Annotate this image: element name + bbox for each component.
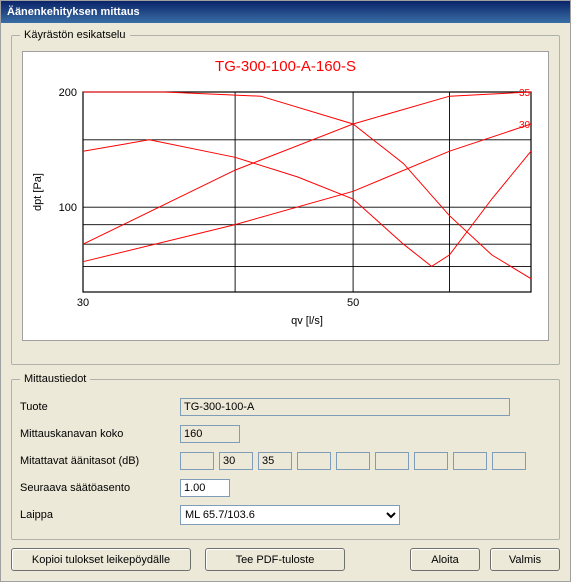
sound-level-box-5 — [375, 452, 409, 470]
groupbox-measurements-legend: Mittaustiedot — [20, 373, 90, 385]
copy-results-button[interactable]: Kopioi tulokset leikepöydälle — [11, 548, 191, 571]
row-next-position: Seuraava säätöasento — [20, 477, 551, 499]
label-flange: Laippa — [20, 509, 180, 521]
input-next-position[interactable] — [180, 479, 230, 497]
svg-text:dpt [Pa]: dpt [Pa] — [32, 173, 44, 211]
label-sound-levels: Mitattavat äänitasot (dB) — [20, 455, 180, 467]
row-duct-size: Mittauskanavan koko — [20, 423, 551, 445]
chart-area: TG-300-100-A-160-S 1002003050qv [l/s]dpt… — [22, 51, 549, 341]
sound-level-box-6 — [414, 452, 448, 470]
dialog-window: Äänenkehityksen mittaus Käyrästön esikat… — [0, 0, 571, 582]
sound-level-boxes — [180, 452, 531, 470]
sound-level-box-2 — [258, 452, 292, 470]
sound-level-box-4 — [336, 452, 370, 470]
window-title: Äänenkehityksen mittaus — [7, 6, 140, 18]
input-duct-size — [180, 425, 240, 443]
groupbox-measurements: Mittaustiedot Tuote Mittauskanavan koko … — [11, 373, 560, 540]
groupbox-preview: Käyrästön esikatselu TG-300-100-A-160-S … — [11, 29, 560, 365]
label-product: Tuote — [20, 401, 180, 413]
label-duct-size: Mittauskanavan koko — [20, 428, 180, 440]
svg-text:200: 200 — [59, 87, 77, 99]
input-product — [180, 398, 510, 416]
svg-text:30: 30 — [519, 120, 531, 131]
select-flange[interactable]: ML 65.7/103.6 — [180, 505, 400, 525]
content-area: Käyrästön esikatselu TG-300-100-A-160-S … — [1, 23, 570, 581]
label-next-position: Seuraava säätöasento — [20, 482, 180, 494]
row-product: Tuote — [20, 396, 551, 418]
pdf-button[interactable]: Tee PDF-tuloste — [205, 548, 345, 571]
row-sound-levels: Mitattavat äänitasot (dB) — [20, 450, 551, 472]
sound-level-box-7 — [453, 452, 487, 470]
row-flange: Laippa ML 65.7/103.6 — [20, 504, 551, 526]
svg-text:30: 30 — [77, 297, 89, 309]
sound-level-box-1 — [219, 452, 253, 470]
chart-svg: 100 200 30 50 qv [l/s] dpt [Pa] 35 30 — [23, 52, 551, 338]
sound-level-box-0 — [180, 452, 214, 470]
done-button[interactable]: Valmis — [490, 548, 560, 571]
svg-text:35: 35 — [519, 88, 531, 99]
sound-level-box-3 — [297, 452, 331, 470]
svg-text:50: 50 — [347, 297, 359, 309]
start-button[interactable]: Aloita — [410, 548, 480, 571]
titlebar: Äänenkehityksen mittaus — [1, 1, 570, 23]
svg-text:qv [l/s]: qv [l/s] — [291, 315, 323, 327]
svg-text:100: 100 — [59, 202, 77, 214]
button-row: Kopioi tulokset leikepöydälle Tee PDF-tu… — [11, 548, 560, 571]
sound-level-box-8 — [492, 452, 526, 470]
groupbox-preview-legend: Käyrästön esikatselu — [20, 29, 130, 41]
